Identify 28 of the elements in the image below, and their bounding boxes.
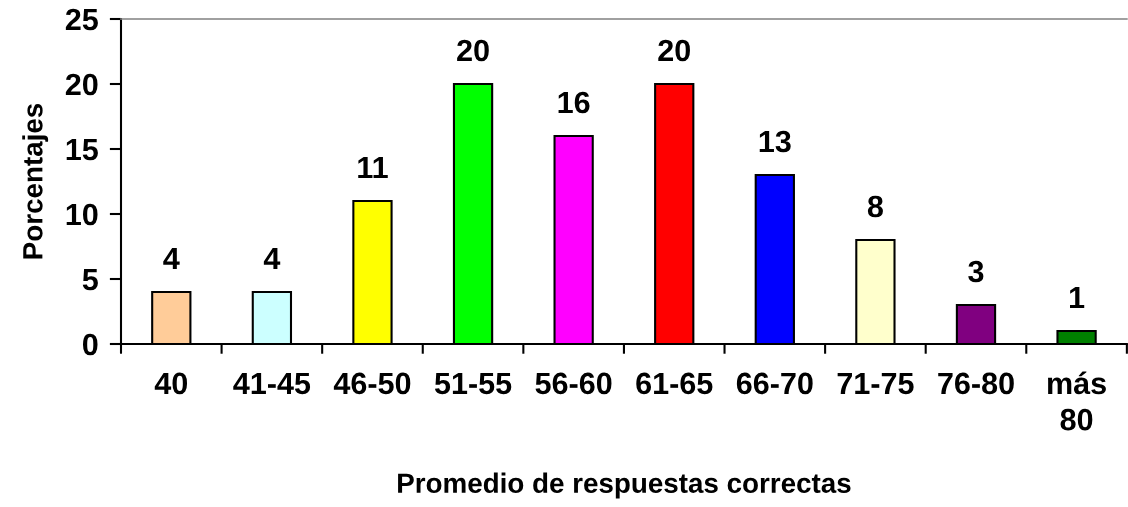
x-tick-label: 40 xyxy=(154,372,188,395)
data-label: 4 xyxy=(163,247,180,269)
data-label: 1 xyxy=(1070,286,1085,308)
data-label: 20 xyxy=(457,39,489,62)
x-tick-label: 51-55 xyxy=(434,372,512,395)
data-label: 16 xyxy=(558,91,590,114)
y-axis-title: Porcentajes xyxy=(22,103,49,259)
x-tick-label: 41-45 xyxy=(233,372,311,395)
data-label: 4 xyxy=(263,247,281,269)
x-tick-label: más 80 xyxy=(1048,371,1106,431)
data-label: 20 xyxy=(658,39,690,62)
y-tick-label: 15 xyxy=(66,139,98,161)
data-label: 3 xyxy=(968,260,984,283)
y-tick-label: 0 xyxy=(82,333,98,356)
data-label: 8 xyxy=(867,195,883,218)
y-tick-label: 20 xyxy=(65,73,98,96)
x-tick-label: 71-75 xyxy=(837,372,914,395)
data-label: 11 xyxy=(358,156,388,178)
x-tick-label: 66-70 xyxy=(736,372,813,395)
x-tick-label: 56-60 xyxy=(535,372,612,395)
data-label: 13 xyxy=(759,130,791,153)
y-tick-label: 25 xyxy=(65,8,98,31)
x-tick-label: 46-50 xyxy=(333,372,411,395)
y-tick-label: 5 xyxy=(82,269,98,291)
y-tick-label: 10 xyxy=(66,203,98,226)
x-tick-label: 61-65 xyxy=(636,372,713,395)
x-tick-label: 76-80 xyxy=(938,372,1014,395)
x-axis-title: Promedio de respuestas correctas xyxy=(398,472,851,499)
